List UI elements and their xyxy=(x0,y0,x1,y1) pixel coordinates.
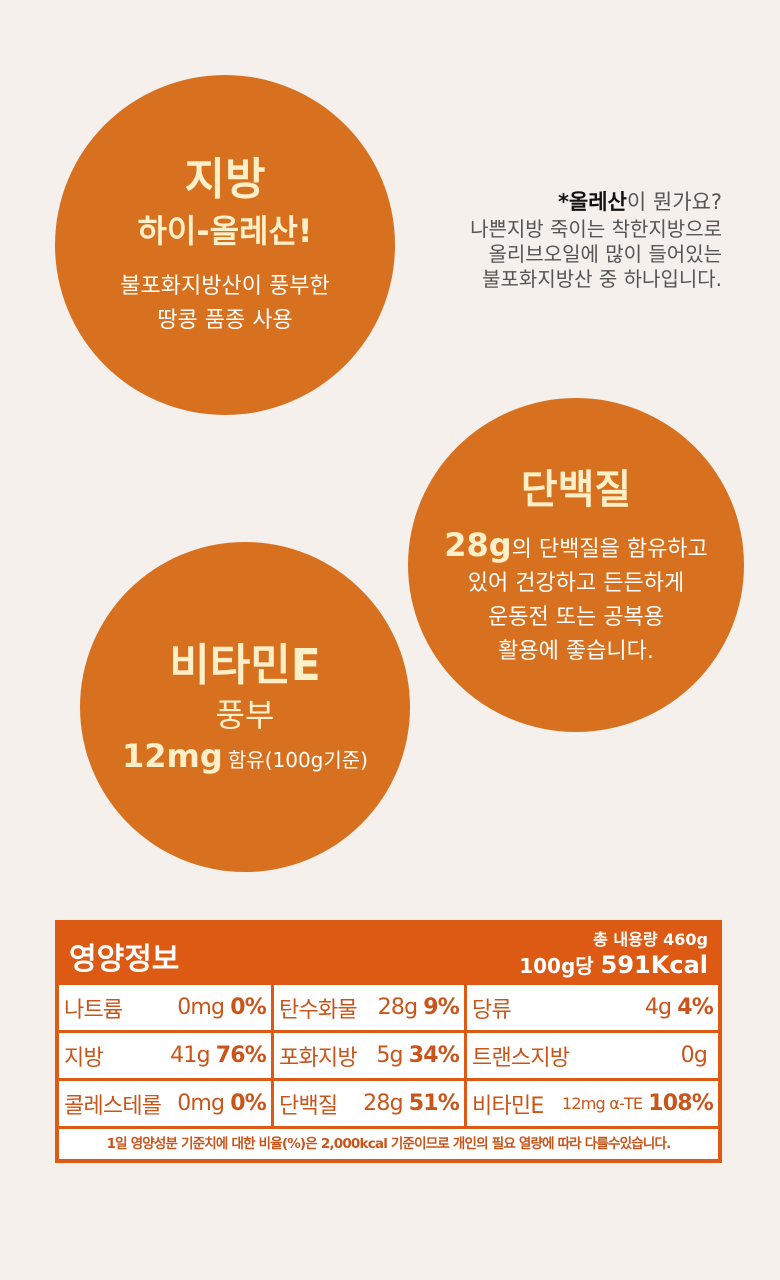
vitamin-rest: 함유(100g기준) xyxy=(227,748,368,772)
nutrient-cell: 당류 4g 4% xyxy=(467,985,718,1030)
nutrient-cell: 지방 41g 76% xyxy=(59,1033,271,1078)
nutrient-amount: 41g xyxy=(170,1043,210,1068)
per-label: 100g당 xyxy=(519,954,594,978)
nutrient-amount: 5g xyxy=(376,1043,403,1068)
nutrient-name: 지방 xyxy=(64,1045,104,1071)
vitamin-title: 비타민E xyxy=(169,640,321,691)
nutrient-cell: 포화지방 5g 34% xyxy=(274,1033,464,1078)
footnote: 1일 영양성분 기준치에 대한 비율(%)은 2,000kcal 기준이므로 개… xyxy=(59,1129,718,1159)
nutrient-cell: 나트륨 0mg 0% xyxy=(59,985,271,1030)
nutrient-amount: 28g xyxy=(377,995,418,1020)
fat-circle: 지방 하이-올레산! 불포화지방산이 풍부한 땅콩 품종 사용 xyxy=(55,75,395,415)
nutrition-grid: 나트륨 0mg 0% 탄수화물 28g 9% 당류 4g 4% 지방 41g 76% 포화지방 5g 34%… xyxy=(59,985,718,1126)
nutrient-name: 단백질 xyxy=(279,1093,338,1119)
nutrient-cell: 트랜스지방 0g xyxy=(467,1033,718,1078)
nutrient-amount: 0g xyxy=(680,1043,708,1068)
oleic-note: *올레산이 뭔가요? 나쁜지방 죽이는 착한지방으로 올리브오일에 많이 들어있… xyxy=(470,190,722,292)
protein-line-1: 의 단백질을 함유하고 xyxy=(511,536,708,562)
nutrition-title: 영양정보 xyxy=(69,942,180,977)
fat-title: 지방 xyxy=(184,154,266,205)
nutrient-name: 비타민E xyxy=(472,1093,544,1119)
nutrient-cell: 탄수화물 28g 9% xyxy=(274,985,464,1030)
nutrient-name: 콜레스테롤 xyxy=(64,1093,162,1119)
nutrient-amount: 0mg xyxy=(177,995,225,1020)
vitamin-amount: 12mg xyxy=(122,737,223,775)
nutrition-table: 영양정보 총 내용량 460g 100g당 591Kcal 나트륨 0mg 0% 탄수… xyxy=(55,920,722,1163)
nutrient-percent: 4% xyxy=(677,995,714,1020)
nutrient-name: 트랜스지방 xyxy=(472,1045,570,1071)
protein-line-2: 있어 건강하고 든든하게 xyxy=(467,570,685,596)
protein-line-4: 활용에 좋습니다. xyxy=(498,638,654,664)
nutrient-percent: 0% xyxy=(230,995,267,1020)
nutrient-cell: 단백질 28g 51% xyxy=(274,1081,464,1126)
protein-line-3: 운동전 또는 공복용 xyxy=(488,604,664,630)
fat-subtitle: 하이-올레산! xyxy=(137,212,313,250)
nutrient-percent: 9% xyxy=(423,995,460,1020)
nutrient-cell: 콜레스테롤 0mg 0% xyxy=(59,1081,271,1126)
nutrient-name: 나트륨 xyxy=(64,997,123,1023)
nutrient-amount: 12mg α-TE xyxy=(562,1094,643,1113)
note-line-3: 불포화지방산 중 하나입니다. xyxy=(482,267,722,291)
protein-amount: 28g xyxy=(444,525,512,564)
note-line-2: 올리브오일에 많이 들어있는 xyxy=(488,242,722,266)
nutrient-amount: 4g xyxy=(644,995,672,1020)
note-question: 이 뭔가요? xyxy=(626,190,722,214)
nutrient-percent: 108% xyxy=(648,1091,714,1116)
vitamin-circle: 비타민E 풍부 12mg 함유(100g기준) xyxy=(80,542,410,872)
protein-circle: 단백질 28g의 단백질을 함유하고 있어 건강하고 든든하게 운동전 또는 공… xyxy=(408,398,744,732)
nutrient-percent: 34% xyxy=(408,1043,460,1068)
total-content: 총 내용량 460g xyxy=(593,930,708,949)
kcal-value: 591Kcal xyxy=(600,951,708,979)
fat-body-2: 땅콩 품종 사용 xyxy=(157,308,293,333)
nutrient-percent: 0% xyxy=(230,1091,267,1116)
note-line-1: 나쁜지방 죽이는 착한지방으로 xyxy=(470,217,722,241)
nutrient-name: 포화지방 xyxy=(279,1045,358,1071)
nutrient-amount: 28g xyxy=(363,1091,403,1116)
nutrient-percent: 76% xyxy=(215,1043,267,1068)
fat-body-1: 불포화지방산이 풍부한 xyxy=(120,274,330,299)
nutrient-cell: 비타민E 12mg α-TE 108% xyxy=(467,1081,718,1126)
nutrient-amount: 0mg xyxy=(177,1091,225,1116)
vitamin-subtitle: 풍부 xyxy=(215,696,275,734)
nutrient-percent: 51% xyxy=(408,1091,460,1116)
note-bold: *올레산 xyxy=(557,190,627,214)
nutrient-name: 탄수화물 xyxy=(279,997,358,1023)
protein-title: 단백질 xyxy=(520,466,632,513)
nutrient-name: 당류 xyxy=(472,997,512,1023)
